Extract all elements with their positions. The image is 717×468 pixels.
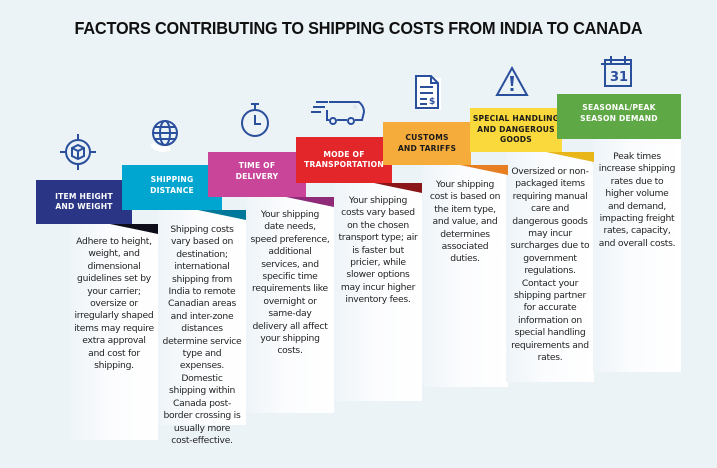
- step-6-title-line1: SPECIAL HANDLING: [472, 114, 560, 124]
- step-4-description: Your shipping costs vary based on the ch…: [338, 195, 418, 306]
- step-3-title-line1: TIME OF: [238, 161, 276, 170]
- step-6-title-line2: AND DANGEROUS: [477, 124, 555, 134]
- step-4-column: Your shipping costs vary based on the ch…: [334, 183, 422, 401]
- step-7-header: SEASONAL/PEAK SEASON DEMAND: [557, 94, 681, 139]
- step-2-description: Shipping costs vary based on destination…: [162, 224, 242, 446]
- step-1-fold: [110, 224, 158, 234]
- step-7-column: Peak times increase shipping rates due t…: [593, 139, 681, 372]
- svg-text:$: $: [429, 97, 435, 107]
- step-1-column: Adhere to height, weight, and dimensiona…: [70, 224, 158, 440]
- step-1-title-line1: ITEM HEIGHT: [55, 191, 113, 201]
- step-4-fold: [374, 183, 422, 193]
- step-3-description: Your shipping date needs, speed preferen…: [250, 209, 330, 357]
- step-4-title-line1: MODE OF: [323, 149, 365, 159]
- step-2-header: SHIPPING DISTANCE: [122, 165, 222, 210]
- step-3-header: TIME OF DELIVERY: [208, 152, 306, 197]
- step-1-header: ITEM HEIGHT AND WEIGHT: [36, 180, 132, 224]
- step-5-title-line1: CUSTOMS: [405, 133, 449, 142]
- step-6-description: Oversized or non-packaged items requirin…: [510, 166, 590, 364]
- step-5-title-line2: AND TARIFFS: [397, 143, 457, 153]
- invoice-document-icon: $: [413, 74, 443, 112]
- delivery-van-icon: [311, 98, 367, 128]
- step-6-header: SPECIAL HANDLING AND DANGEROUS GOODS: [470, 108, 562, 152]
- step-2-title-line1: SHIPPING: [150, 175, 194, 184]
- step-4-header: MODE OF TRANSPORTATION: [296, 137, 392, 183]
- infographic-title: FACTORS CONTRIBUTING TO SHIPPING COSTS F…: [74, 18, 643, 38]
- step-3-title-line2: DELIVERY: [235, 171, 279, 181]
- step-3-fold: [286, 197, 334, 207]
- box-target-icon: [59, 132, 97, 172]
- step-1-title-line2: AND WEIGHT: [55, 202, 113, 211]
- step-5-column: Your shipping cost is based on the item …: [422, 165, 508, 387]
- step-7-description: Peak times increase shipping rates due t…: [598, 151, 676, 249]
- step-7-title-line2: SEASON DEMAND: [580, 113, 658, 123]
- step-4-title-line2: TRANSPORTATION: [304, 160, 384, 169]
- step-1-description: Adhere to height, weight, and dimensiona…: [74, 236, 154, 372]
- step-3-column: Your shipping date needs, speed preferen…: [246, 197, 334, 413]
- step-6-column: Oversized or non-packaged items requirin…: [506, 152, 594, 382]
- step-7-title-line1: SEASONAL/PEAK: [582, 103, 656, 112]
- step-5-description: Your shipping cost is based on the item …: [429, 179, 501, 265]
- stopwatch-icon: [240, 101, 270, 139]
- step-5-header: CUSTOMS AND TARIFFS: [383, 122, 471, 165]
- step-6-fold: [546, 152, 594, 162]
- step-6-title-line3: GOODS: [500, 135, 532, 145]
- step-2-column: Shipping costs vary based on destination…: [158, 210, 246, 446]
- calendar-day: 31: [610, 70, 628, 85]
- globe-icon: [148, 118, 182, 152]
- step-5-fold: [460, 165, 508, 175]
- step-2-title-line2: DISTANCE: [150, 185, 194, 195]
- step-2-fold: [198, 210, 246, 220]
- warning-triangle-icon: [495, 65, 529, 98]
- calendar-31-icon: 31: [601, 54, 635, 88]
